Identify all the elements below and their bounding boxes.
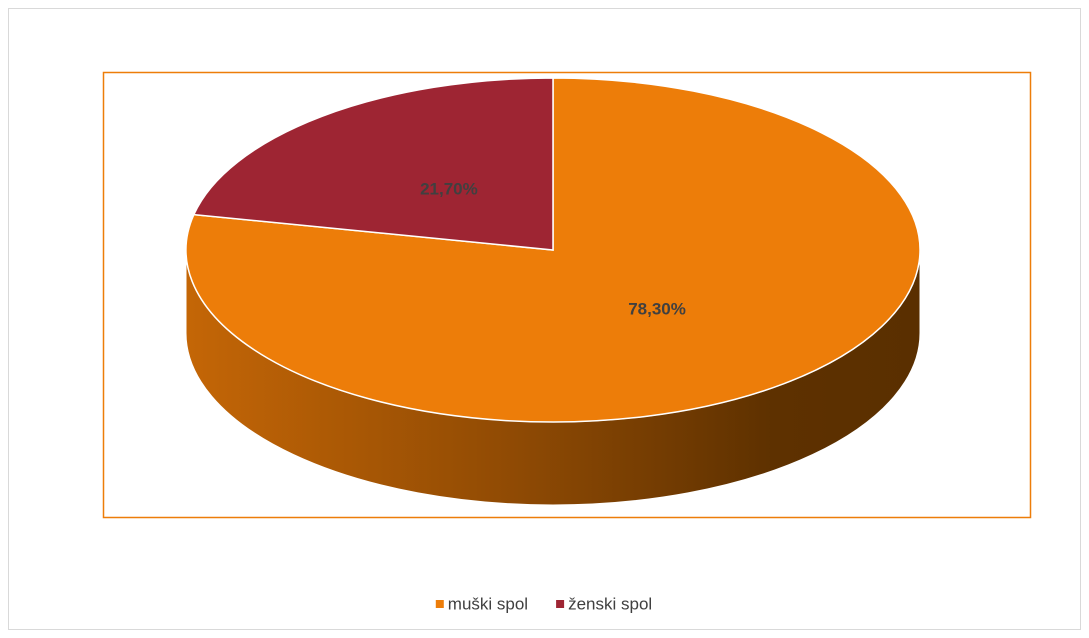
value-label: 78,30% — [628, 300, 686, 319]
value-label: 21,70% — [420, 179, 478, 198]
plot-border — [102, 71, 1032, 519]
legend-swatch — [435, 600, 444, 608]
pie-slice — [192, 77, 554, 251]
legend-swatch — [556, 600, 565, 608]
pie-slice — [185, 77, 921, 423]
legend-label: ženski spol — [568, 594, 652, 613]
legend-label: muški spol — [448, 594, 528, 613]
